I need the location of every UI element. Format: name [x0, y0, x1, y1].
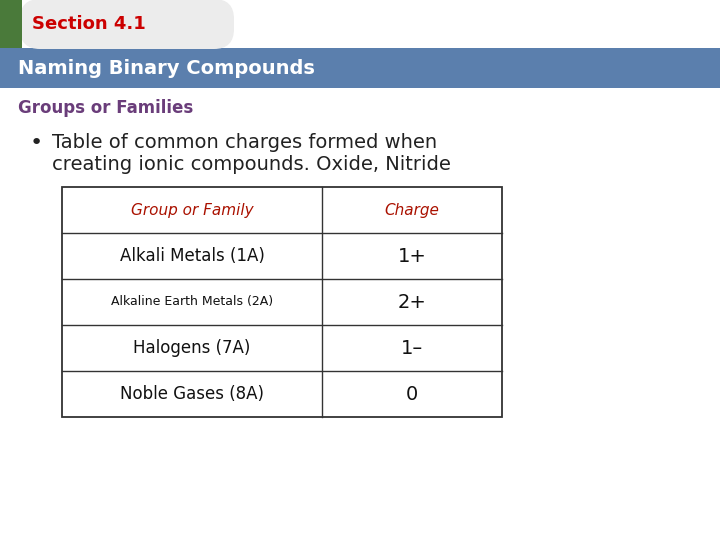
Text: Alkali Metals (1A): Alkali Metals (1A)	[120, 247, 264, 265]
Text: 1–: 1–	[401, 339, 423, 357]
Text: Table of common charges formed when: Table of common charges formed when	[52, 133, 437, 152]
Bar	[62, 187, 502, 417]
Bar	[0, 0, 22, 48]
Text: Charge: Charge	[384, 202, 439, 218]
Text: Group or Family: Group or Family	[131, 202, 253, 218]
Text: •: •	[30, 133, 43, 153]
Bar	[0, 48, 720, 88]
Text: Naming Binary Compounds: Naming Binary Compounds	[18, 58, 315, 78]
Text: Section 4.1: Section 4.1	[32, 15, 145, 33]
Text: Halogens (7A): Halogens (7A)	[133, 339, 251, 357]
Text: 1+: 1+	[397, 246, 426, 266]
Text: 0: 0	[406, 384, 418, 403]
Text: Alkaline Earth Metals (2A): Alkaline Earth Metals (2A)	[111, 295, 273, 308]
Text: creating ionic compounds. Oxide, Nitride: creating ionic compounds. Oxide, Nitride	[52, 156, 451, 174]
Text: 2+: 2+	[397, 293, 426, 312]
FancyBboxPatch shape	[20, 0, 234, 49]
Text: Noble Gases (8A): Noble Gases (8A)	[120, 385, 264, 403]
Text: Groups or Families: Groups or Families	[18, 99, 193, 117]
